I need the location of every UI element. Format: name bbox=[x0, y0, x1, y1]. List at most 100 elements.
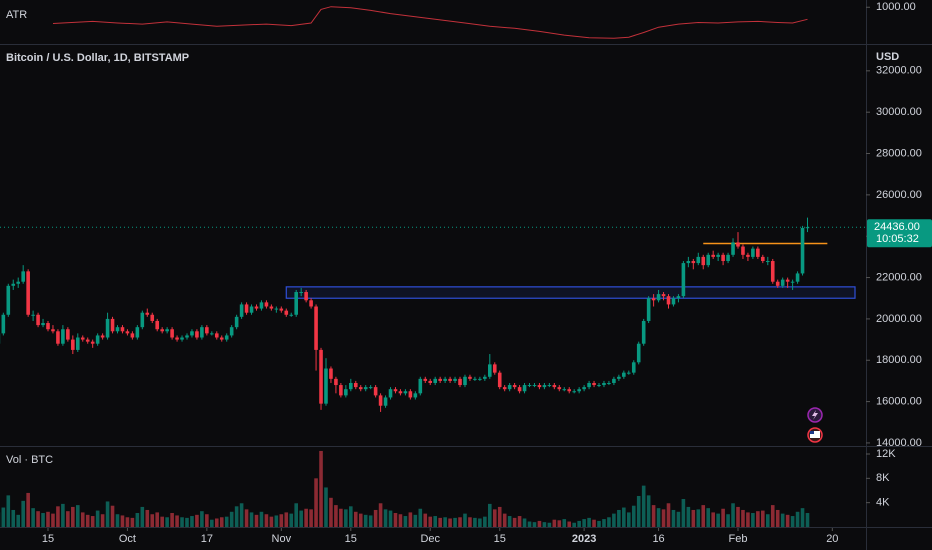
candle-body bbox=[155, 320, 160, 330]
candle-body bbox=[214, 333, 219, 338]
candle-body bbox=[358, 387, 363, 390]
y-tick-label: 32000.00 bbox=[876, 65, 922, 77]
volume-bar bbox=[249, 512, 254, 527]
alert-icon[interactable] bbox=[807, 407, 823, 423]
volume-bar bbox=[631, 505, 636, 527]
volume-bar bbox=[353, 511, 358, 527]
volume-bar bbox=[428, 516, 433, 527]
x-tick-label: Oct bbox=[119, 533, 136, 545]
candle-body bbox=[190, 331, 194, 336]
candle-body bbox=[388, 389, 393, 398]
volume-bar bbox=[517, 516, 522, 527]
candle-body bbox=[448, 378, 452, 381]
candle-body bbox=[284, 310, 289, 315]
x-tick-label: 15 bbox=[494, 533, 506, 545]
x-tick-label: 15 bbox=[42, 533, 54, 545]
volume-bar bbox=[468, 517, 472, 527]
support-zone bbox=[285, 286, 856, 299]
candle-body bbox=[205, 327, 209, 334]
volume-bar bbox=[284, 512, 289, 527]
candle-body bbox=[100, 335, 105, 338]
candle-body bbox=[200, 327, 204, 338]
candle-body bbox=[492, 364, 497, 373]
candle-body bbox=[478, 378, 482, 380]
candle-body bbox=[115, 327, 120, 332]
last-price-label: 24436.00 bbox=[874, 221, 920, 233]
volume-bar bbox=[120, 515, 125, 527]
candle-body bbox=[175, 337, 179, 340]
volume-bar bbox=[31, 508, 35, 527]
candle-body bbox=[617, 376, 621, 379]
volume-bar bbox=[239, 503, 244, 527]
volume-bar bbox=[398, 514, 403, 527]
volume-bar bbox=[105, 501, 110, 527]
candle-body bbox=[631, 362, 636, 373]
x-tick-label: 17 bbox=[201, 533, 213, 545]
volume-bar bbox=[567, 521, 572, 527]
candle-body bbox=[289, 314, 294, 316]
volume-bar bbox=[607, 517, 611, 527]
candle-body bbox=[254, 306, 259, 309]
y-tick-label: 8K bbox=[876, 472, 890, 484]
candle-body bbox=[651, 298, 656, 301]
volume-bar bbox=[497, 506, 502, 527]
volume-bar bbox=[507, 516, 512, 527]
candle-body bbox=[294, 292, 299, 315]
candle-body bbox=[413, 393, 418, 398]
volume-bar bbox=[731, 503, 735, 527]
volume-bar bbox=[150, 514, 155, 527]
volume-bar bbox=[701, 505, 706, 527]
volume-bar bbox=[746, 512, 750, 527]
volume-bar bbox=[587, 517, 591, 527]
volume-bar bbox=[756, 511, 760, 527]
candle-body bbox=[219, 337, 224, 340]
volume-bar bbox=[254, 514, 259, 527]
volume-bar bbox=[334, 505, 338, 527]
volume-bar bbox=[646, 495, 651, 527]
volume-bar bbox=[443, 517, 447, 527]
candle-body bbox=[195, 331, 199, 338]
y-tick-label: 30000.00 bbox=[876, 106, 922, 118]
candle-body bbox=[716, 254, 720, 257]
volume-bar bbox=[572, 522, 576, 527]
volume-bar bbox=[244, 509, 249, 527]
candle-body bbox=[488, 364, 492, 377]
last-price-box bbox=[867, 219, 932, 248]
candle-body bbox=[130, 333, 135, 338]
candle-body bbox=[299, 292, 303, 294]
candle-body bbox=[602, 382, 606, 386]
volume-bar bbox=[165, 517, 169, 527]
candle-body bbox=[582, 387, 586, 390]
volume-bar bbox=[51, 513, 55, 527]
volume-bar bbox=[329, 497, 333, 527]
volume-bar bbox=[418, 508, 423, 527]
volume-bar bbox=[751, 513, 755, 527]
candle-body bbox=[264, 302, 269, 307]
candle-body bbox=[497, 372, 502, 388]
volume-bar bbox=[577, 520, 581, 527]
volume-bar bbox=[612, 513, 616, 527]
volume-bar bbox=[597, 520, 601, 527]
volume-bar bbox=[512, 517, 517, 527]
candle-body bbox=[512, 385, 517, 388]
candle-body bbox=[681, 263, 686, 297]
candle-body bbox=[6, 285, 11, 315]
volume-bar bbox=[234, 506, 239, 527]
candle-body bbox=[31, 314, 35, 316]
candle-body bbox=[795, 273, 800, 282]
y-tick-label: 22000.00 bbox=[876, 271, 922, 283]
candle-body bbox=[46, 323, 50, 330]
volume-bar bbox=[85, 514, 90, 527]
candle-body bbox=[502, 387, 507, 390]
volume-bar bbox=[175, 515, 179, 527]
volume-bar bbox=[264, 514, 269, 527]
candle-body bbox=[443, 378, 447, 381]
candle-body bbox=[761, 256, 765, 262]
volume-bar bbox=[344, 509, 348, 527]
candle-body bbox=[304, 292, 308, 301]
volume-bar bbox=[289, 513, 294, 527]
candle-body bbox=[522, 385, 527, 392]
candle-body bbox=[592, 382, 596, 386]
event-icon[interactable] bbox=[807, 427, 823, 443]
